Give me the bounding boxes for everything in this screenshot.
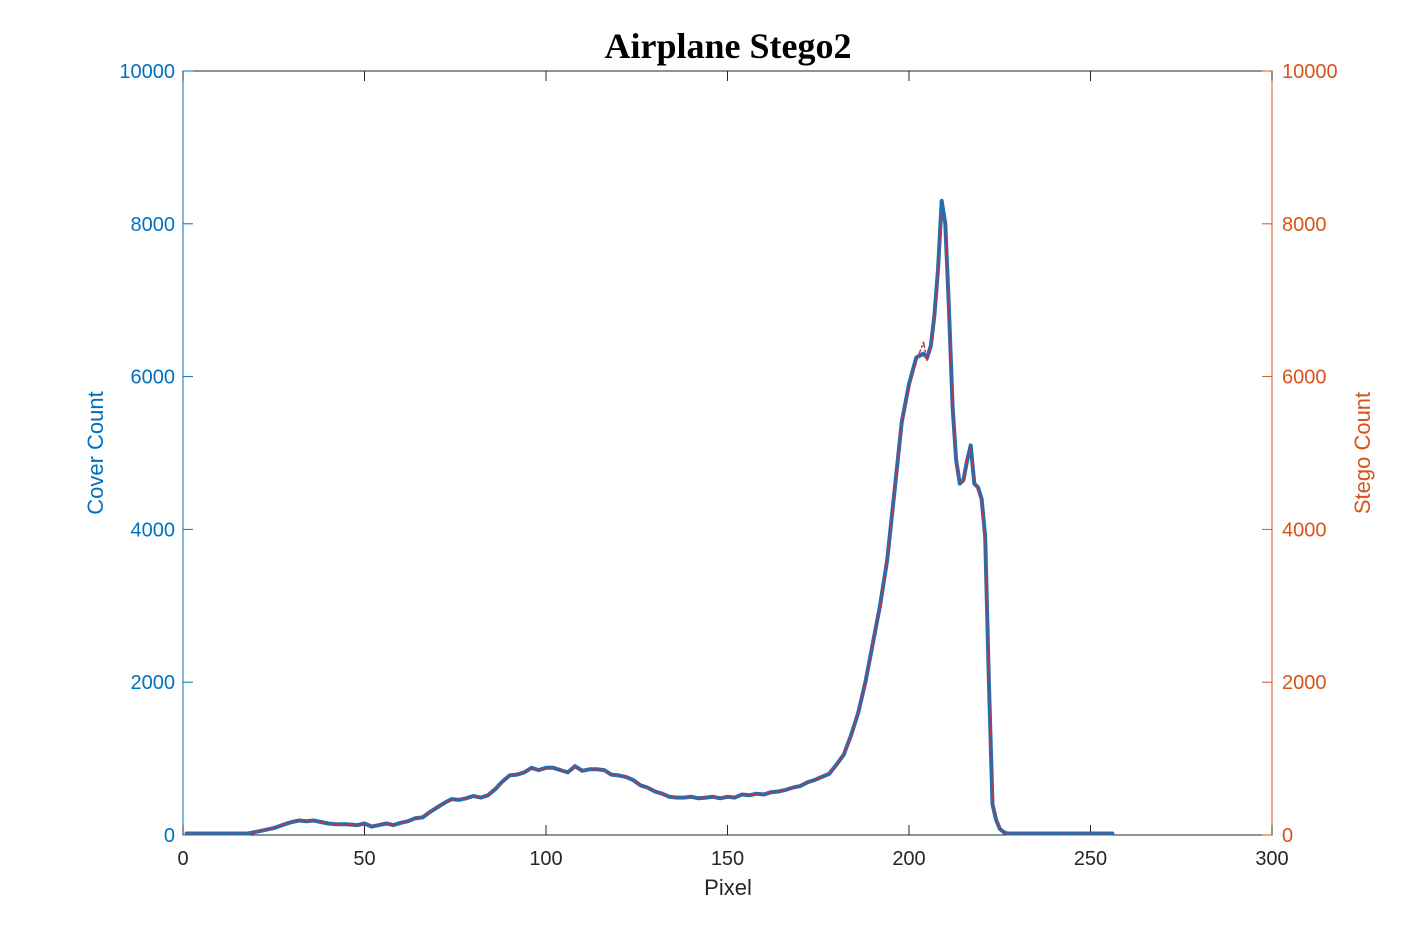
x-tick-label: 150 bbox=[711, 848, 744, 870]
left-y-tick-label: 4000 bbox=[131, 519, 176, 541]
series-group bbox=[184, 198, 1115, 836]
right-y-axis-label: Stego Count bbox=[1350, 392, 1375, 514]
x-tick-label: 200 bbox=[892, 848, 925, 870]
left-y-axis-ticks: 0 2000 4000 6000 8000 10000 bbox=[119, 61, 193, 847]
right-y-tick-label: 8000 bbox=[1282, 214, 1327, 236]
left-y-tick-label: 8000 bbox=[131, 214, 176, 236]
x-axis-ticks: 0 50 100 150 200 250 300 bbox=[177, 71, 1289, 870]
right-y-axis-ticks: 0 2000 4000 6000 8000 10000 bbox=[1262, 61, 1338, 847]
left-y-tick-label: 10000 bbox=[119, 61, 175, 83]
right-y-tick-label: 4000 bbox=[1282, 519, 1327, 541]
left-y-tick-label: 0 bbox=[164, 825, 175, 847]
stego-count-line bbox=[185, 215, 1114, 835]
right-y-tick-label: 2000 bbox=[1282, 672, 1327, 694]
x-tick-label: 100 bbox=[529, 848, 562, 870]
x-tick-label: 250 bbox=[1074, 848, 1107, 870]
x-tick-label: 0 bbox=[177, 848, 188, 870]
x-tick-label: 300 bbox=[1255, 848, 1288, 870]
x-axis-label: Pixel bbox=[704, 875, 752, 900]
chart-title: Airplane Stego2 bbox=[605, 26, 852, 66]
right-y-tick-label: 10000 bbox=[1282, 61, 1338, 83]
x-tick-label: 50 bbox=[353, 848, 375, 870]
left-y-tick-label: 2000 bbox=[131, 672, 176, 694]
right-y-tick-label: 6000 bbox=[1282, 367, 1327, 389]
left-y-axis-label: Cover Count bbox=[83, 391, 108, 515]
left-y-tick-label: 6000 bbox=[131, 367, 176, 389]
right-y-tick-label: 0 bbox=[1282, 825, 1293, 847]
